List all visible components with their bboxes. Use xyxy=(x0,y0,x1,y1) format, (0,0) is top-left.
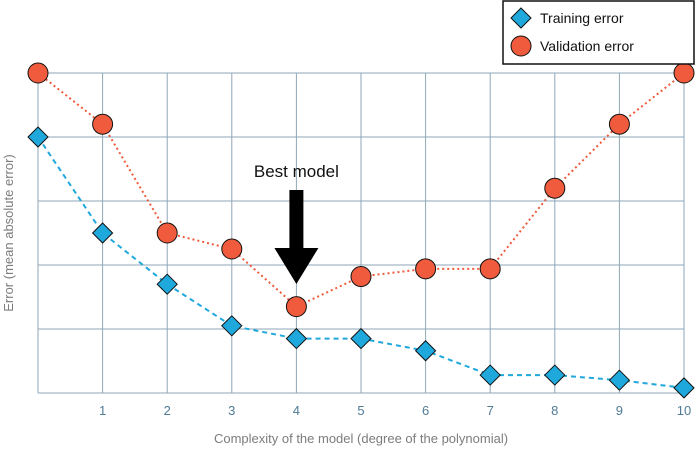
best-model-label: Best model xyxy=(254,162,339,181)
validation-error-point xyxy=(544,177,566,199)
validation-error-point xyxy=(479,258,501,280)
x-tick-label: 2 xyxy=(164,403,171,418)
training-error-point xyxy=(479,364,501,386)
validation-error-point xyxy=(156,222,178,244)
training-error-point xyxy=(414,340,437,362)
grid xyxy=(37,72,685,394)
training-error-point xyxy=(156,273,178,295)
y-axis-label: Error (mean absolute error) xyxy=(1,154,16,312)
validation-error-line xyxy=(37,72,685,308)
training-error-point xyxy=(544,364,566,386)
training-error-point xyxy=(221,315,243,337)
validation-error-point xyxy=(92,113,114,135)
validation-error-point xyxy=(673,62,695,84)
x-tick-label: 10 xyxy=(677,403,691,418)
validation-error-point xyxy=(285,296,307,318)
training-error-point xyxy=(285,327,308,350)
x-tick-label: 9 xyxy=(616,403,623,418)
training-error-point xyxy=(91,222,114,244)
legend-training-label: Training error xyxy=(540,10,624,26)
validation-error-point xyxy=(608,113,630,135)
x-axis-label: Complexity of the model (degree of the p… xyxy=(214,431,508,446)
validation-error-point xyxy=(415,258,437,280)
x-tick-label: 5 xyxy=(357,403,364,418)
legend-box xyxy=(502,0,695,65)
best-model-annotation: Best model xyxy=(254,162,339,284)
x-tick-label: 4 xyxy=(293,403,300,418)
validation-error-point xyxy=(221,238,243,260)
training-error-point xyxy=(673,377,695,399)
validation-error-point xyxy=(27,62,49,84)
x-tick-label: 7 xyxy=(487,403,494,418)
x-tick-label: 1 xyxy=(99,403,106,418)
legend-validation-label: Validation error xyxy=(540,38,634,54)
legend-circle-marker xyxy=(510,35,532,57)
down-arrow-icon xyxy=(274,190,319,284)
x-tick-label: 6 xyxy=(422,403,429,418)
legend-diamond-marker xyxy=(510,7,532,29)
training-error-point xyxy=(350,327,372,350)
x-tick-labels: 1 2 3 4 5 6 7 8 9 10 xyxy=(99,403,691,418)
x-tick-label: 8 xyxy=(551,403,558,418)
legend: Training error Validation error xyxy=(502,0,695,65)
validation-error-point xyxy=(350,266,372,288)
markers xyxy=(27,62,695,399)
training-error-point xyxy=(608,369,631,391)
training-error-point xyxy=(27,126,49,148)
x-tick-label: 3 xyxy=(228,403,235,418)
